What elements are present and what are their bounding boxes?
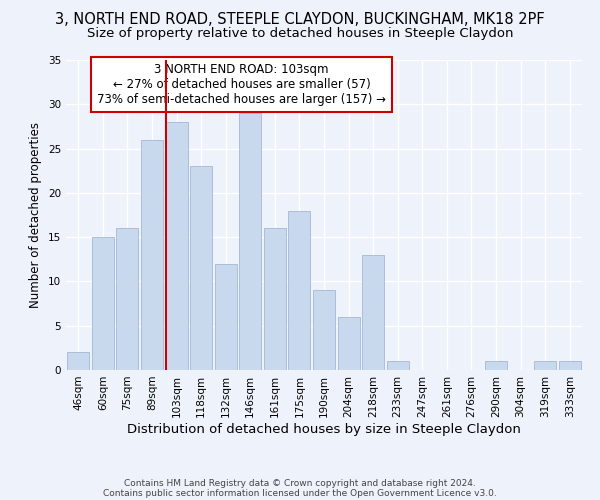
Bar (141, 140, 163, 370)
Bar (313, 290, 335, 370)
Text: 3 NORTH END ROAD: 103sqm
← 27% of detached houses are smaller (57)
73% of semi-d: 3 NORTH END ROAD: 103sqm ← 27% of detach… (97, 63, 386, 106)
Bar (67, 352, 89, 370)
Text: Contains public sector information licensed under the Open Government Licence v3: Contains public sector information licen… (103, 488, 497, 498)
Bar (239, 113, 262, 370)
Text: 3, NORTH END ROAD, STEEPLE CLAYDON, BUCKINGHAM, MK18 2PF: 3, NORTH END ROAD, STEEPLE CLAYDON, BUCK… (55, 12, 545, 28)
X-axis label: Distribution of detached houses by size in Steeple Claydon: Distribution of detached houses by size … (127, 422, 521, 436)
Bar (338, 317, 359, 370)
Bar (362, 255, 384, 370)
Bar (92, 237, 114, 370)
Bar (485, 361, 507, 370)
Text: Contains HM Land Registry data © Crown copyright and database right 2024.: Contains HM Land Registry data © Crown c… (124, 478, 476, 488)
Bar (264, 228, 286, 370)
Bar (190, 166, 212, 370)
Bar (116, 228, 139, 370)
Text: Size of property relative to detached houses in Steeple Claydon: Size of property relative to detached ho… (87, 28, 513, 40)
Bar (386, 361, 409, 370)
Y-axis label: Number of detached properties: Number of detached properties (29, 122, 43, 308)
Bar (534, 361, 556, 370)
Bar (215, 264, 237, 370)
Bar (166, 122, 188, 370)
Bar (289, 210, 310, 370)
Bar (559, 361, 581, 370)
